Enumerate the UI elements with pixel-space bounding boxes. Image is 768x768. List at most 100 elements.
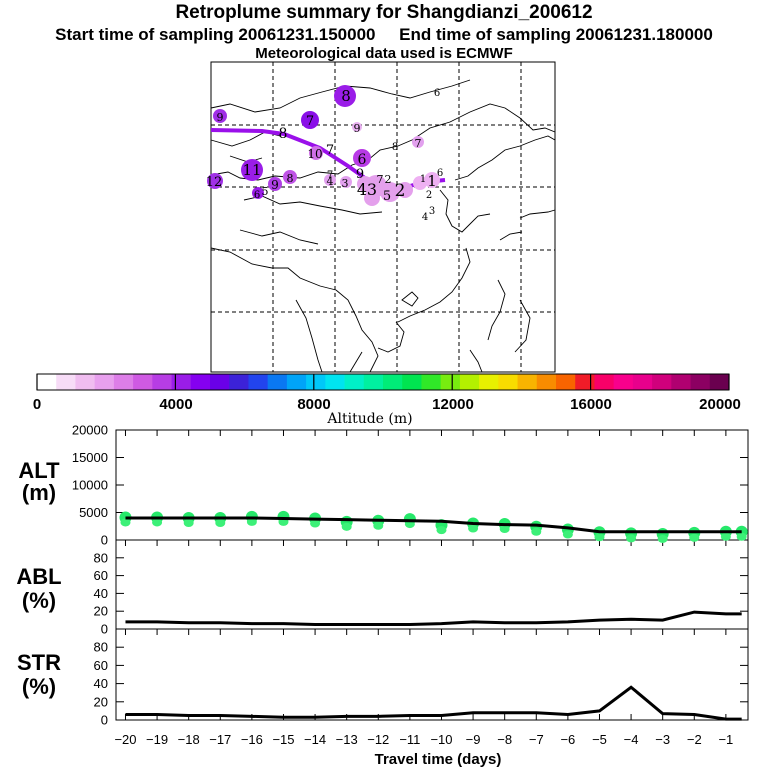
map-label: 8 bbox=[279, 126, 288, 142]
colorbar-swatch bbox=[325, 374, 345, 390]
y-tick-label: 20000 bbox=[72, 423, 108, 438]
map-label: 9 bbox=[354, 122, 361, 135]
alt-cluster-point bbox=[689, 533, 700, 542]
colorbar-swatch bbox=[133, 374, 153, 390]
colorbar-swatch bbox=[594, 374, 615, 390]
map-label: 8 bbox=[341, 87, 351, 105]
map-label: 9 bbox=[356, 167, 364, 182]
x-tick-label: −5 bbox=[592, 732, 607, 747]
cluster-blob bbox=[357, 176, 373, 192]
alt-cluster-point bbox=[626, 534, 637, 543]
colorbar-swatch bbox=[632, 374, 653, 390]
cluster-blob bbox=[334, 85, 356, 107]
colorbar-swatch bbox=[56, 374, 76, 390]
str-line bbox=[125, 685, 742, 721]
y-tick-label: 80 bbox=[94, 640, 108, 655]
alt-cluster-point bbox=[468, 524, 479, 533]
map-label: 7 bbox=[327, 170, 333, 181]
colorbar-tick-label: 4000 bbox=[159, 396, 192, 413]
y-tick-label: 0 bbox=[101, 713, 108, 728]
y-tick-label: 20 bbox=[94, 604, 108, 619]
x-tick-label: −10 bbox=[430, 732, 452, 747]
cluster-blob bbox=[324, 174, 336, 186]
abl-ylabel: ABL bbox=[16, 564, 61, 589]
alt-mean-line bbox=[125, 516, 742, 534]
map-label: 7 bbox=[306, 114, 314, 129]
colorbar-swatch bbox=[459, 374, 480, 390]
map-clusters bbox=[207, 85, 440, 206]
map-label: 2 bbox=[385, 173, 392, 186]
colorbar-label: Altitude (m) bbox=[326, 411, 412, 427]
colorbar-swatch bbox=[652, 374, 672, 390]
cluster-blob bbox=[301, 111, 319, 129]
map-label: 10 bbox=[307, 147, 322, 161]
chart-title: Retroplume summary for Shangdianzi_20061… bbox=[175, 2, 593, 23]
map-label: 6 bbox=[254, 190, 260, 201]
colorbar-swatch bbox=[94, 374, 115, 390]
colorbar-ticks: 0 4000 8000 12000 16000 20000 bbox=[33, 396, 741, 413]
x-tick-label: −18 bbox=[178, 732, 200, 747]
colorbar-swatch bbox=[421, 374, 442, 390]
colorbar-swatch bbox=[306, 374, 326, 390]
map-label: 3 bbox=[367, 180, 377, 199]
cluster-blob bbox=[213, 109, 227, 123]
alt-cluster-point bbox=[341, 522, 352, 531]
x-axis: −20 −19 −18 −17 −16 −15 −14 −13 −12 −11 −10 −9 −8 −7 −… bbox=[114, 430, 733, 747]
map-label: 2 bbox=[426, 190, 432, 201]
map-label: 7 bbox=[415, 137, 422, 150]
colorbar-swatch bbox=[575, 374, 595, 390]
map-label: 8 bbox=[392, 142, 398, 153]
x-tick-label: −14 bbox=[304, 732, 326, 747]
cluster-blob bbox=[364, 190, 380, 206]
colorbar-swatch bbox=[690, 374, 711, 390]
map-label: 4 bbox=[327, 175, 334, 188]
colorbar-tick-label: 20000 bbox=[699, 396, 741, 413]
alt-cluster-point bbox=[310, 519, 321, 528]
y-tick-label: 0 bbox=[101, 533, 108, 548]
map-label: 1 bbox=[420, 174, 426, 185]
x-tick-label: −4 bbox=[624, 732, 639, 747]
x-tick-label: −3 bbox=[655, 732, 670, 747]
alt-cluster-point bbox=[720, 532, 731, 541]
alt-cluster-point bbox=[594, 533, 605, 542]
x-tick-label: −16 bbox=[241, 732, 263, 747]
map-panel: 8 6 9 7 9 8 7 8 7 10 6 11 9 6 7 7 12 4 3… bbox=[206, 61, 556, 373]
colorbar-swatch bbox=[556, 374, 576, 390]
cluster-blob bbox=[397, 182, 413, 198]
cluster-blob bbox=[412, 136, 424, 148]
alt-cluster-point bbox=[499, 525, 510, 534]
alt-cluster-point bbox=[657, 534, 668, 543]
cluster-blob bbox=[283, 170, 297, 184]
map-label: 6 bbox=[358, 152, 367, 168]
y-tick-label: 15000 bbox=[72, 450, 108, 465]
map-label: 9 bbox=[271, 178, 279, 192]
sampling-time: Start time of sampling 20061231.150000 E… bbox=[55, 25, 713, 44]
colorbar-swatch bbox=[171, 374, 192, 390]
x-tick-label: −7 bbox=[529, 732, 544, 747]
cluster-blob bbox=[353, 149, 371, 167]
str-y-axis: 0 20 40 60 80 bbox=[94, 640, 748, 728]
cluster-blob bbox=[352, 122, 362, 132]
abl-y-axis: 0 20 40 60 80 bbox=[94, 550, 748, 637]
colorbar-swatch bbox=[248, 374, 269, 390]
y-tick-label: 60 bbox=[94, 658, 108, 673]
alt-cluster-point bbox=[736, 532, 747, 541]
cluster-blob bbox=[340, 176, 352, 188]
alt-cluster-point bbox=[120, 518, 131, 527]
colorbar-swatch bbox=[613, 374, 634, 390]
str-panel-frame bbox=[115, 628, 749, 721]
y-tick-label: 40 bbox=[94, 676, 108, 691]
alt-ylabel-unit: (m) bbox=[22, 480, 56, 505]
y-tick-label: 20 bbox=[94, 694, 108, 709]
x-tick-label: −20 bbox=[114, 732, 136, 747]
cluster-blob bbox=[309, 146, 323, 160]
x-tick-label: −1 bbox=[718, 732, 733, 747]
map-label: 7 bbox=[377, 173, 384, 186]
x-tick-label: −8 bbox=[497, 732, 512, 747]
colorbar-swatch bbox=[517, 374, 538, 390]
y-tick-label: 0 bbox=[101, 622, 108, 637]
map-label: 11 bbox=[242, 161, 261, 179]
map-label: 3 bbox=[429, 206, 435, 217]
map-label: 2 bbox=[395, 181, 406, 201]
alt-cluster-point bbox=[215, 519, 226, 527]
